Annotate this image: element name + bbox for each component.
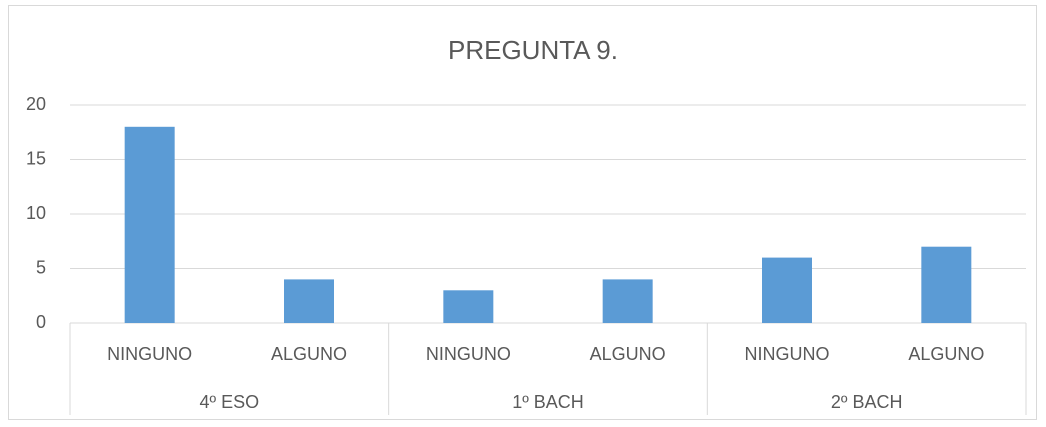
x-tick-label: ALGUNO (590, 344, 666, 364)
chart-border (8, 5, 1037, 420)
group-label: 4º ESO (200, 392, 260, 412)
bar (443, 290, 494, 323)
x-tick-label: ALGUNO (908, 344, 984, 364)
y-tick-label: 5 (36, 257, 46, 277)
x-tick-label: ALGUNO (271, 344, 347, 364)
bar (921, 246, 972, 323)
y-tick-label: 20 (26, 94, 46, 114)
chart-title: PREGUNTA 9. (448, 35, 618, 65)
x-tick-label: NINGUNO (745, 344, 830, 364)
bar (124, 126, 175, 323)
x-tick-label: NINGUNO (426, 344, 511, 364)
bar (602, 279, 653, 323)
bar (284, 279, 334, 323)
y-tick-label: 15 (26, 148, 46, 168)
group-label: 2º BACH (831, 392, 903, 412)
x-tick-label: NINGUNO (107, 344, 192, 364)
y-tick-label: 10 (26, 203, 46, 223)
group-label: 1º BACH (512, 392, 584, 412)
bar (762, 257, 812, 323)
y-tick-label: 0 (36, 312, 46, 332)
